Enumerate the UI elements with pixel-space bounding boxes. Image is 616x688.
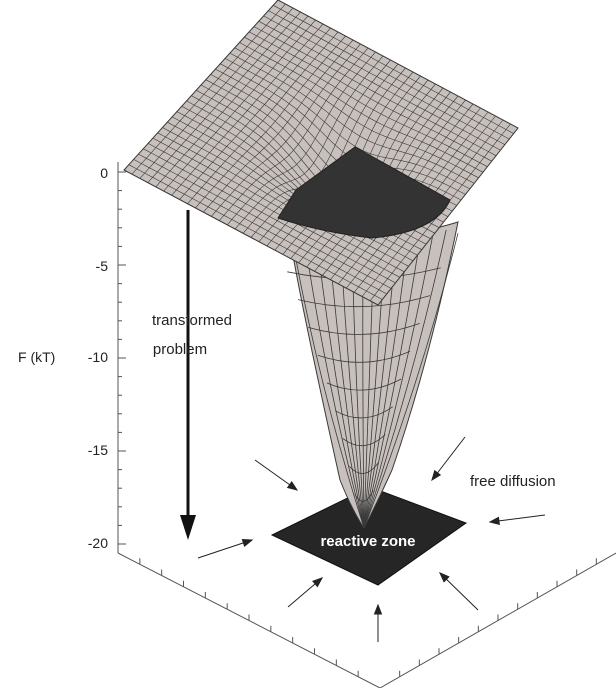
axis-title: F (kT) bbox=[18, 349, 55, 365]
diffusion-arrow bbox=[373, 603, 383, 642]
diffusion-arrow bbox=[431, 436, 466, 482]
tick-label-minus-15: -15 bbox=[88, 442, 108, 458]
tick-label-minus-20: -20 bbox=[88, 535, 108, 551]
base-ticks-left bbox=[139, 558, 359, 677]
tick-label-minus-5: -5 bbox=[96, 258, 109, 274]
diffusion-arrow bbox=[197, 538, 254, 559]
base-plane bbox=[117, 552, 616, 688]
tick-label-0: 0 bbox=[100, 165, 108, 181]
diffusion-arrow bbox=[488, 514, 546, 525]
reactive-zone-region bbox=[270, 486, 468, 586]
transformed-label-line2: problem bbox=[153, 341, 207, 358]
diffusion-arrow bbox=[287, 577, 324, 608]
base-ticks-right bbox=[399, 558, 597, 677]
tick-label-minus-10: -10 bbox=[88, 349, 108, 365]
reactive-zone-label: reactive zone bbox=[320, 533, 415, 550]
transformed-problem-arrow bbox=[180, 210, 196, 540]
top-surface bbox=[123, 0, 519, 306]
transformed-label-line1: transformed bbox=[152, 312, 232, 329]
diffusion-arrows bbox=[197, 436, 546, 642]
axis-ticks bbox=[118, 171, 126, 545]
free-diffusion-label: free diffusion bbox=[470, 473, 556, 490]
diffusion-arrow bbox=[439, 572, 479, 611]
diffusion-arrow bbox=[254, 459, 299, 491]
vertical-axis: 0 -5 -10 -15 -20 F (kT) bbox=[18, 162, 126, 553]
well-dark-region bbox=[277, 146, 451, 239]
